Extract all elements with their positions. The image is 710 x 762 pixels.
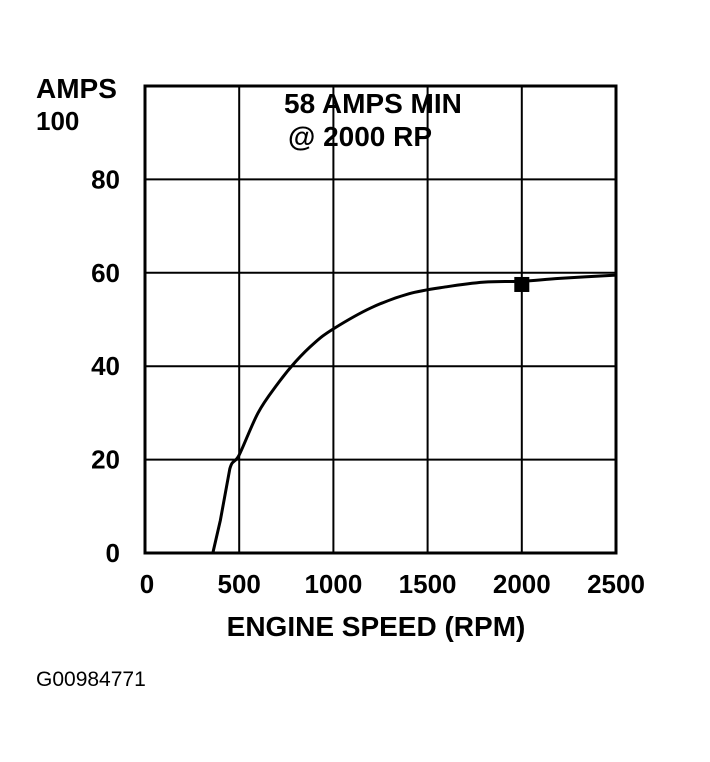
y-tick-label: 100 xyxy=(36,106,79,136)
curve-layer xyxy=(211,273,617,554)
x-tick-label: 0 xyxy=(140,569,154,599)
x-axis-label: ENGINE SPEED (RPM) xyxy=(227,611,526,642)
output-curve xyxy=(211,273,617,554)
x-tick-label: 2500 xyxy=(587,569,645,599)
x-tick-label: 1500 xyxy=(399,569,457,599)
grid xyxy=(145,86,616,553)
x-tick-label: 1000 xyxy=(304,569,362,599)
x-tick-label: 500 xyxy=(218,569,261,599)
plot-frame xyxy=(143,84,618,555)
y-axis-label: AMPS xyxy=(36,73,117,104)
y-tick-label: 20 xyxy=(91,445,120,475)
figure-id: G00984771 xyxy=(36,668,146,691)
min-output-marker xyxy=(514,276,530,292)
y-tick-label: 40 xyxy=(91,351,120,381)
y-tick-label: 80 xyxy=(91,164,120,194)
x-tick-label: 2000 xyxy=(493,569,551,599)
annotation-line-2: @ 2000 RP xyxy=(288,121,432,152)
annotation-line-1: 58 AMPS MIN xyxy=(284,88,462,119)
y-tick-label: 0 xyxy=(106,538,120,568)
y-tick-label: 60 xyxy=(91,258,120,288)
